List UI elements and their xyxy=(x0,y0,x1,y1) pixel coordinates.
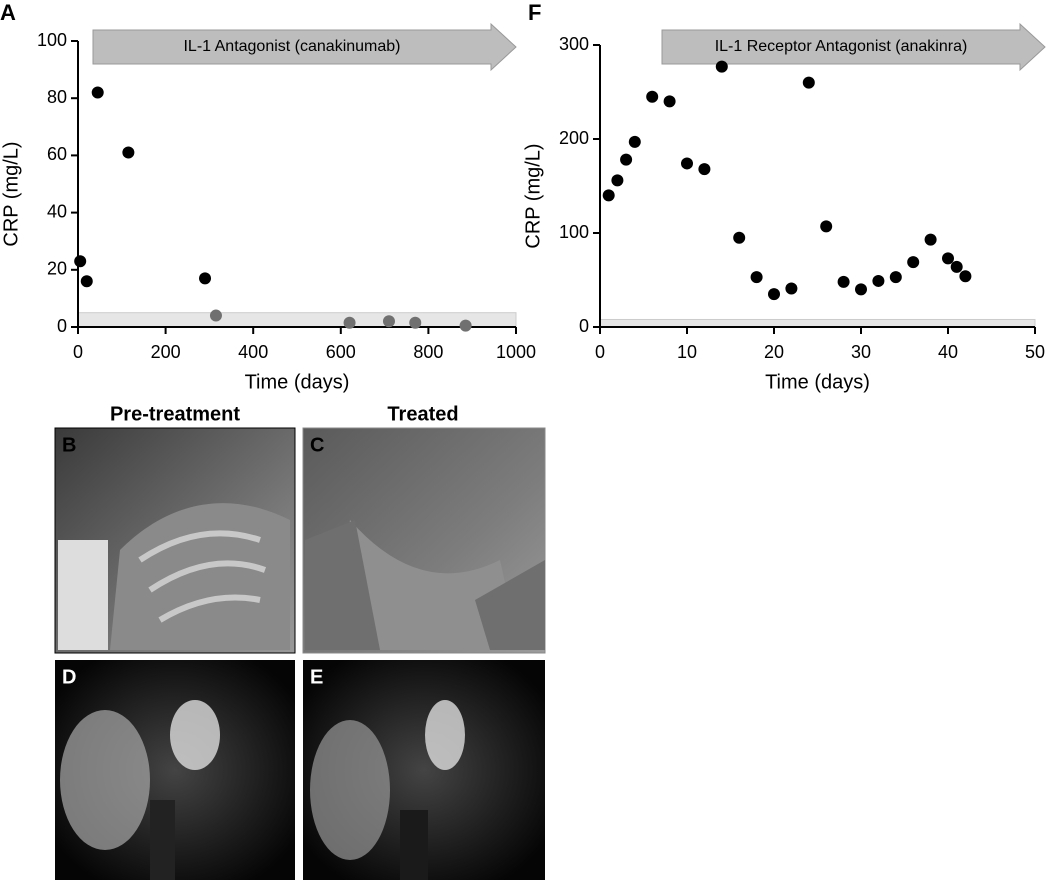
data-point xyxy=(80,275,93,288)
data-point xyxy=(733,231,746,244)
data-point xyxy=(620,153,633,166)
data-point xyxy=(681,157,693,170)
reference-band xyxy=(77,312,517,328)
data-point xyxy=(785,282,798,295)
y-tick-label: 0 xyxy=(579,316,589,336)
data-point xyxy=(907,256,920,269)
panel-label: C xyxy=(310,434,324,456)
column-title: Pre-treatment xyxy=(110,403,240,425)
y-tick-label: 40 xyxy=(47,201,67,221)
x-tick-label: 50 xyxy=(1025,342,1045,362)
data-point xyxy=(959,270,972,283)
y-axis-label: CRP (mg/L) xyxy=(522,143,544,248)
y-axis-label: CRP (mg/L) xyxy=(0,141,22,246)
data-point xyxy=(611,174,624,187)
data-point xyxy=(199,272,212,285)
data-point xyxy=(872,274,885,287)
data-point xyxy=(889,271,902,284)
y-tick-label: 20 xyxy=(47,259,67,279)
x-tick-label: 400 xyxy=(238,342,268,362)
x-tick-label: 30 xyxy=(851,342,871,362)
x-tick-label: 0 xyxy=(595,342,605,362)
x-tick-label: 20 xyxy=(764,342,784,362)
x-tick-label: 0 xyxy=(73,342,83,362)
y-tick-label: 0 xyxy=(57,316,67,336)
y-tick-label: 100 xyxy=(37,30,67,50)
panel-label: F xyxy=(528,0,541,25)
panel-label: E xyxy=(310,666,323,688)
data-point xyxy=(663,95,676,108)
data-point xyxy=(459,319,472,332)
reference-band xyxy=(599,318,1036,328)
annotation: IL-1 Receptor Antagonist (anakinra) xyxy=(715,38,968,55)
data-point xyxy=(855,283,867,296)
data-point xyxy=(209,309,222,322)
column-title: Treated xyxy=(387,403,458,425)
x-tick-label: 10 xyxy=(677,342,697,362)
data-point xyxy=(715,60,728,73)
data-point xyxy=(750,271,763,284)
annotation-arrow xyxy=(92,22,517,72)
data-point xyxy=(802,76,815,89)
y-tick-label: 300 xyxy=(559,34,589,54)
annotation: IL-1 Antagonist (canakinumab) xyxy=(183,38,400,55)
photo-e xyxy=(303,660,545,880)
data-point xyxy=(409,316,422,329)
data-point xyxy=(942,252,954,265)
data-point xyxy=(924,233,937,246)
data-point xyxy=(837,275,850,288)
photo-b xyxy=(54,427,296,654)
x-tick-label: 40 xyxy=(938,342,958,362)
data-point xyxy=(950,260,963,273)
y-tick-label: 200 xyxy=(559,128,589,148)
x-tick-label: 800 xyxy=(413,342,443,362)
y-tick-label: 60 xyxy=(47,144,67,164)
panel-label: A xyxy=(0,0,16,25)
data-point xyxy=(768,288,780,301)
data-point xyxy=(91,86,104,99)
data-point xyxy=(628,135,641,148)
data-point xyxy=(122,146,135,159)
data-point xyxy=(74,255,87,268)
data-point xyxy=(343,316,356,329)
x-axis-label: Time (days) xyxy=(765,371,870,393)
data-point xyxy=(820,220,833,233)
data-point xyxy=(698,163,711,176)
data-point xyxy=(382,315,395,328)
panel-label: B xyxy=(62,434,76,456)
photo-c xyxy=(302,427,546,654)
x-axis-label: Time (days) xyxy=(245,371,350,393)
x-tick-label: 600 xyxy=(326,342,356,362)
x-tick-label: 200 xyxy=(151,342,181,362)
data-point xyxy=(602,189,615,202)
y-tick-label: 100 xyxy=(559,222,589,242)
panel-label: D xyxy=(62,666,76,688)
data-point xyxy=(646,90,659,103)
x-tick-label: 1000 xyxy=(496,342,536,362)
y-tick-label: 80 xyxy=(47,87,67,107)
photo-d xyxy=(55,660,295,880)
